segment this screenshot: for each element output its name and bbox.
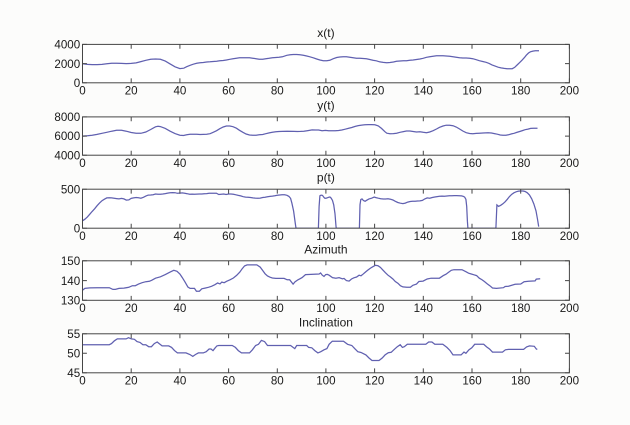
svg-text:500: 500 bbox=[61, 183, 80, 196]
svg-text:60: 60 bbox=[222, 230, 235, 243]
svg-text:0: 0 bbox=[79, 85, 85, 98]
svg-text:20: 20 bbox=[125, 375, 138, 388]
svg-text:160: 160 bbox=[462, 230, 481, 243]
svg-text:60: 60 bbox=[222, 157, 235, 170]
svg-text:120: 120 bbox=[365, 375, 384, 388]
svg-text:60: 60 bbox=[222, 85, 235, 98]
svg-text:180: 180 bbox=[511, 157, 530, 170]
svg-text:20: 20 bbox=[125, 85, 138, 98]
svg-text:20: 20 bbox=[125, 230, 138, 243]
svg-text:40: 40 bbox=[173, 375, 186, 388]
svg-text:80: 80 bbox=[271, 157, 284, 170]
svg-text:80: 80 bbox=[271, 375, 284, 388]
svg-text:0: 0 bbox=[79, 375, 85, 388]
svg-text:160: 160 bbox=[462, 85, 481, 98]
svg-text:200: 200 bbox=[560, 157, 579, 170]
svg-text:x(t): x(t) bbox=[317, 26, 334, 40]
svg-text:100: 100 bbox=[316, 85, 335, 98]
svg-text:60: 60 bbox=[222, 375, 235, 388]
svg-text:0: 0 bbox=[79, 157, 85, 170]
svg-text:0: 0 bbox=[79, 302, 85, 315]
svg-text:100: 100 bbox=[316, 375, 335, 388]
svg-text:140: 140 bbox=[61, 275, 80, 288]
svg-text:Azimuth: Azimuth bbox=[304, 242, 347, 256]
svg-text:120: 120 bbox=[365, 157, 384, 170]
svg-text:200: 200 bbox=[560, 302, 579, 315]
svg-text:55: 55 bbox=[67, 328, 80, 341]
svg-text:140: 140 bbox=[414, 85, 433, 98]
svg-text:p(t): p(t) bbox=[317, 171, 335, 185]
svg-text:130: 130 bbox=[61, 295, 80, 308]
svg-text:100: 100 bbox=[316, 230, 335, 243]
svg-text:8000: 8000 bbox=[54, 111, 80, 124]
svg-text:140: 140 bbox=[414, 157, 433, 170]
svg-text:0: 0 bbox=[79, 230, 85, 243]
svg-text:200: 200 bbox=[560, 375, 579, 388]
svg-text:20: 20 bbox=[125, 302, 138, 315]
svg-text:50: 50 bbox=[67, 348, 80, 361]
svg-text:Inclination: Inclination bbox=[299, 315, 353, 329]
svg-text:120: 120 bbox=[365, 302, 384, 315]
svg-text:80: 80 bbox=[271, 85, 284, 98]
svg-text:6000: 6000 bbox=[54, 130, 80, 143]
svg-text:100: 100 bbox=[316, 157, 335, 170]
svg-text:40: 40 bbox=[173, 302, 186, 315]
svg-text:160: 160 bbox=[462, 375, 481, 388]
svg-text:200: 200 bbox=[560, 230, 579, 243]
svg-text:0: 0 bbox=[74, 222, 80, 235]
svg-text:40: 40 bbox=[173, 85, 186, 98]
svg-text:0: 0 bbox=[74, 77, 80, 90]
svg-text:200: 200 bbox=[560, 85, 579, 98]
svg-text:80: 80 bbox=[271, 230, 284, 243]
svg-text:60: 60 bbox=[222, 302, 235, 315]
svg-text:180: 180 bbox=[511, 230, 530, 243]
svg-text:120: 120 bbox=[365, 230, 384, 243]
svg-text:2000: 2000 bbox=[54, 58, 80, 71]
svg-text:40: 40 bbox=[173, 230, 186, 243]
svg-text:4000: 4000 bbox=[54, 149, 80, 162]
svg-text:20: 20 bbox=[125, 157, 138, 170]
svg-text:y(t): y(t) bbox=[317, 98, 334, 112]
svg-text:4000: 4000 bbox=[54, 39, 80, 52]
svg-text:140: 140 bbox=[414, 302, 433, 315]
svg-text:180: 180 bbox=[511, 85, 530, 98]
svg-text:180: 180 bbox=[511, 375, 530, 388]
svg-text:140: 140 bbox=[414, 230, 433, 243]
svg-text:45: 45 bbox=[67, 367, 80, 380]
svg-text:160: 160 bbox=[462, 302, 481, 315]
svg-text:160: 160 bbox=[462, 157, 481, 170]
svg-text:120: 120 bbox=[365, 85, 384, 98]
svg-text:180: 180 bbox=[511, 302, 530, 315]
svg-text:100: 100 bbox=[316, 302, 335, 315]
svg-text:40: 40 bbox=[173, 157, 186, 170]
svg-text:80: 80 bbox=[271, 302, 284, 315]
svg-text:150: 150 bbox=[61, 255, 80, 268]
svg-text:140: 140 bbox=[414, 375, 433, 388]
